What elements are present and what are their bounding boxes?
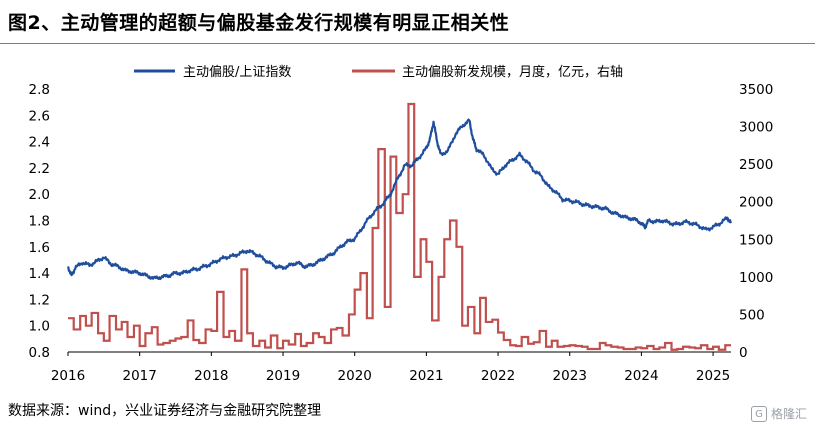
y-left-tick-label: 1.8 [29, 214, 50, 230]
chart-title: 图2、主动管理的超额与偏股基金发行规模有明显正相关性 [8, 12, 510, 34]
watermark-logo-icon: G [750, 405, 767, 422]
y-left-tick-label: 2.4 [29, 135, 50, 151]
y-left-tick-label: 2.2 [29, 161, 50, 177]
x-tick-label: 2016 [51, 368, 85, 384]
x-tick-label: 2024 [624, 368, 658, 384]
legend-label-red: 主动偏股新发规模，月度，亿元，右轴 [402, 64, 623, 80]
watermark-text: 格隆汇 [770, 407, 807, 421]
series-line-red [68, 102, 731, 351]
x-tick-label: 2020 [338, 368, 372, 384]
y-right-tick-label: 1500 [739, 232, 773, 248]
y-left-tick-label: 1.4 [29, 266, 50, 282]
y-left-tick-label: 2.0 [29, 187, 50, 203]
x-tick-label: 2018 [194, 368, 228, 384]
x-tick-label: 2025 [696, 368, 730, 384]
y-left-tick-label: 1.2 [29, 292, 50, 308]
y-left-tick-label: 0.8 [29, 345, 50, 361]
y-left-tick-label: 2.8 [29, 82, 50, 98]
y-left-tick-label: 1.0 [29, 319, 50, 335]
x-tick-label: 2022 [481, 368, 515, 384]
y-right-tick-label: 0 [739, 345, 748, 361]
axes: 2016 2017 2018 2019 2020 2021 2022 2023 2024 2025… [29, 82, 774, 384]
title-divider [0, 43, 815, 44]
y-right-tick-label: 2500 [739, 157, 773, 173]
x-tick-label: 2021 [409, 368, 443, 384]
y-left-tick-label: 1.6 [29, 240, 50, 256]
y-right-tick-label: 3000 [739, 120, 773, 136]
y-left-tick-label: 2.6 [29, 108, 50, 124]
x-tick-label: 2023 [553, 368, 587, 384]
legend-label-blue: 主动偏股/上证指数 [183, 65, 291, 80]
y-right-tick-label: 3500 [739, 82, 773, 98]
chart-legend: 主动偏股/上证指数 主动偏股新发规模，月度，亿元，右轴 [134, 64, 623, 80]
y-right-tick-label: 2000 [739, 195, 773, 211]
source-note: 数据来源：wind，兴业证券经济与金融研究院整理 [8, 403, 322, 419]
y-right-tick-label: 500 [739, 307, 765, 323]
watermark: G 格隆汇 [750, 405, 807, 422]
y-right-tick-label: 1000 [739, 270, 773, 286]
series-red-group [68, 102, 731, 351]
x-tick-label: 2019 [266, 368, 300, 384]
series-blue-group [66, 118, 732, 281]
x-tick-label: 2017 [122, 368, 156, 384]
series-line-blue [66, 118, 732, 281]
